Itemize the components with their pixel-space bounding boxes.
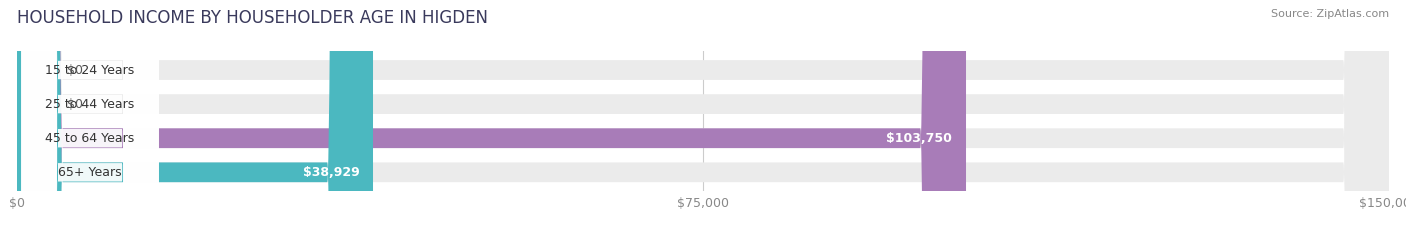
FancyBboxPatch shape <box>21 0 159 233</box>
FancyBboxPatch shape <box>17 0 1389 233</box>
FancyBboxPatch shape <box>17 0 373 233</box>
Text: $0: $0 <box>67 64 83 76</box>
FancyBboxPatch shape <box>21 0 159 233</box>
FancyBboxPatch shape <box>17 0 1389 233</box>
FancyBboxPatch shape <box>17 0 1389 233</box>
FancyBboxPatch shape <box>21 0 159 233</box>
Text: $103,750: $103,750 <box>886 132 952 145</box>
Text: $0: $0 <box>67 98 83 111</box>
Text: $38,929: $38,929 <box>302 166 360 179</box>
Text: Source: ZipAtlas.com: Source: ZipAtlas.com <box>1271 9 1389 19</box>
FancyBboxPatch shape <box>17 0 49 233</box>
FancyBboxPatch shape <box>17 0 49 233</box>
FancyBboxPatch shape <box>21 0 159 233</box>
FancyBboxPatch shape <box>17 0 966 233</box>
Text: 65+ Years: 65+ Years <box>58 166 122 179</box>
FancyBboxPatch shape <box>17 0 1389 233</box>
Text: 15 to 24 Years: 15 to 24 Years <box>45 64 135 76</box>
Text: 45 to 64 Years: 45 to 64 Years <box>45 132 135 145</box>
Text: HOUSEHOLD INCOME BY HOUSEHOLDER AGE IN HIGDEN: HOUSEHOLD INCOME BY HOUSEHOLDER AGE IN H… <box>17 9 488 27</box>
Text: 25 to 44 Years: 25 to 44 Years <box>45 98 135 111</box>
